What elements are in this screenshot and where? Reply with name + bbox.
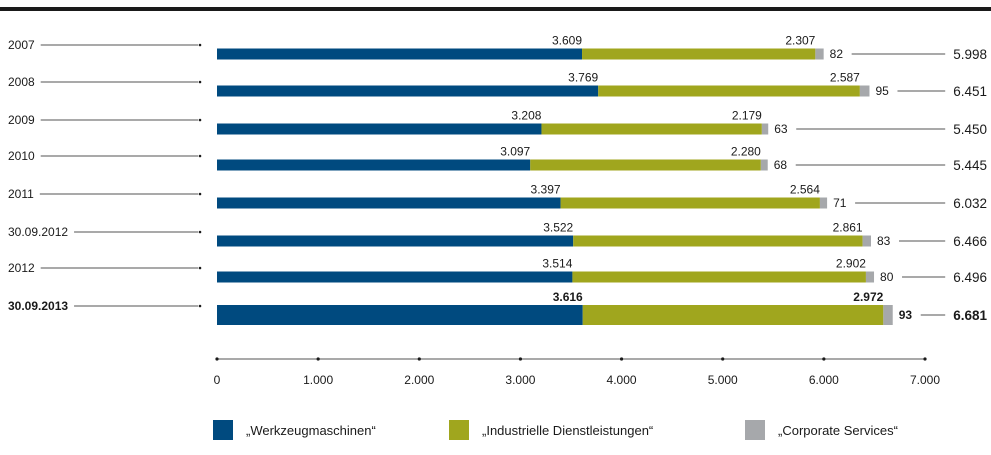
category-guide-dot bbox=[198, 266, 202, 270]
category-label: 2011 bbox=[8, 187, 34, 201]
category-guide-dot bbox=[198, 118, 202, 122]
total-label: 5.998 bbox=[953, 47, 987, 62]
x-tick-label: 2.000 bbox=[404, 373, 434, 387]
bar-value-label: 95 bbox=[875, 84, 889, 98]
legend-label: „Industrielle Dienstleistungen“ bbox=[482, 423, 653, 438]
category-label: 2010 bbox=[8, 149, 35, 163]
bar-segment bbox=[582, 305, 884, 325]
bar-segment bbox=[572, 271, 866, 283]
bar-segment bbox=[815, 48, 824, 60]
category-guide-dot bbox=[198, 154, 202, 158]
top-rule bbox=[0, 7, 991, 11]
bar-segment bbox=[530, 159, 761, 171]
legend-label: „Corporate Services“ bbox=[778, 423, 898, 438]
x-axis-tick bbox=[822, 357, 826, 361]
bar-value-label: 93 bbox=[899, 308, 913, 322]
category-label: 2008 bbox=[8, 75, 35, 89]
x-axis-tick bbox=[316, 357, 320, 361]
x-axis-tick bbox=[721, 357, 725, 361]
bar-segment bbox=[217, 197, 561, 209]
legend-swatch bbox=[745, 420, 765, 440]
total-label: 5.445 bbox=[953, 158, 987, 173]
bar-segment bbox=[217, 159, 531, 171]
bar-segment bbox=[819, 197, 828, 209]
total-label: 6.466 bbox=[953, 234, 987, 249]
x-tick-label: 0 bbox=[214, 373, 221, 387]
bar-value-label: 3.514 bbox=[542, 257, 572, 271]
category-label: 2012 bbox=[8, 261, 35, 275]
bar-segment bbox=[865, 271, 875, 283]
category-label: 2007 bbox=[8, 38, 35, 52]
bar-value-label: 3.616 bbox=[553, 290, 583, 304]
total-label: 5.450 bbox=[953, 122, 987, 137]
bar-segment bbox=[217, 85, 599, 97]
x-tick-label: 3.000 bbox=[505, 373, 535, 387]
bar-segment bbox=[582, 48, 816, 60]
category-guide-dot bbox=[198, 43, 202, 47]
bar-value-label: 3.097 bbox=[500, 145, 530, 159]
x-axis-tick bbox=[518, 357, 523, 361]
x-tick-label: 4.000 bbox=[607, 373, 637, 387]
bar-value-label: 68 bbox=[774, 158, 788, 172]
bar-value-label: 3.397 bbox=[531, 183, 561, 197]
total-label: 6.032 bbox=[953, 196, 987, 211]
x-axis-tick bbox=[417, 357, 421, 361]
x-axis-tick bbox=[923, 357, 927, 361]
bar-segment bbox=[883, 305, 893, 325]
bar-value-label: 71 bbox=[833, 196, 847, 210]
x-tick-label: 6.000 bbox=[809, 373, 839, 387]
bar-value-label: 2.972 bbox=[853, 290, 883, 304]
bar-segment bbox=[573, 235, 863, 247]
bar-segment bbox=[859, 85, 870, 97]
bar-value-label: 2.902 bbox=[836, 257, 866, 271]
category-guide-dot bbox=[198, 304, 202, 308]
bar-segment bbox=[217, 123, 542, 135]
bar-value-label: 83 bbox=[877, 234, 891, 248]
bar-value-label: 2.564 bbox=[790, 183, 820, 197]
category-label: 2009 bbox=[8, 113, 35, 127]
bar-value-label: 63 bbox=[774, 122, 788, 136]
category-guide-dot bbox=[198, 80, 202, 84]
x-axis-tick bbox=[619, 357, 624, 361]
bar-segment bbox=[560, 197, 820, 209]
bar-segment bbox=[217, 271, 573, 283]
bar-segment bbox=[862, 235, 871, 247]
bar-value-label: 82 bbox=[830, 47, 844, 61]
bar-value-label: 2.587 bbox=[830, 71, 860, 85]
total-label: 6.681 bbox=[953, 308, 987, 323]
bar-segment bbox=[217, 48, 583, 60]
legend-swatch bbox=[449, 420, 469, 440]
x-tick-label: 1.000 bbox=[303, 373, 333, 387]
bar-value-label: 80 bbox=[880, 270, 894, 284]
bar-value-label: 3.522 bbox=[543, 221, 573, 235]
bar-value-label: 2.307 bbox=[785, 34, 815, 48]
legend-swatch bbox=[213, 420, 233, 440]
x-tick-label: 5.000 bbox=[708, 373, 738, 387]
total-label: 6.496 bbox=[953, 270, 987, 285]
category-label: 30.09.2013 bbox=[8, 299, 68, 313]
x-tick-label: 7.000 bbox=[910, 373, 940, 387]
category-guide-dot bbox=[198, 230, 202, 234]
bar-segment bbox=[598, 85, 860, 97]
bar-value-label: 3.609 bbox=[552, 34, 582, 48]
bar-segment bbox=[217, 235, 574, 247]
x-axis-tick bbox=[215, 357, 219, 361]
bar-value-label: 2.280 bbox=[731, 145, 761, 159]
bar-segment bbox=[541, 123, 762, 135]
legend-label: „Werkzeugmaschinen“ bbox=[246, 423, 376, 438]
total-label: 6.451 bbox=[953, 84, 987, 99]
category-guide-dot bbox=[198, 192, 202, 196]
bar-segment bbox=[217, 305, 583, 325]
bar-segment bbox=[761, 123, 769, 135]
bar-value-label: 2.179 bbox=[732, 109, 762, 123]
bar-segment bbox=[760, 159, 768, 171]
category-label: 30.09.2012 bbox=[8, 225, 68, 239]
bar-value-label: 2.861 bbox=[833, 221, 863, 235]
bar-value-label: 3.208 bbox=[511, 109, 541, 123]
bar-value-label: 3.769 bbox=[568, 71, 598, 85]
